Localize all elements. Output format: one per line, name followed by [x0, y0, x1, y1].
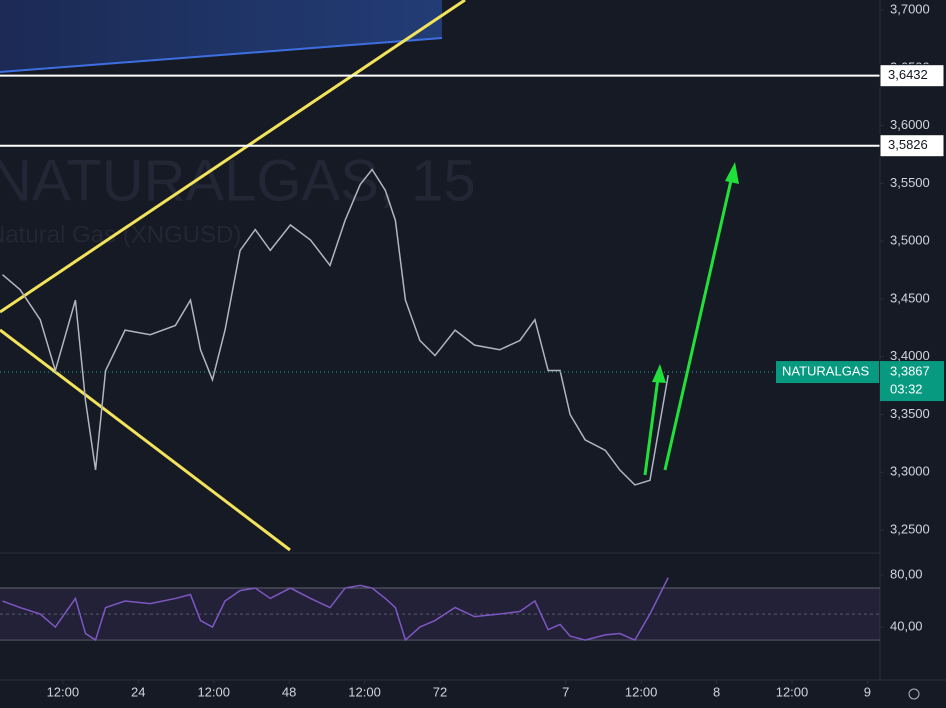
x-tick-label: 7 — [562, 684, 569, 699]
watermark-title: NATURALGAS, 15 — [0, 148, 476, 213]
x-tick-label: 48 — [282, 684, 296, 699]
x-tick-label: 8 — [713, 684, 720, 699]
price-label-box — [879, 134, 945, 158]
y-tick-label: 3,5000 — [890, 233, 930, 248]
x-tick-label: 9 — [864, 684, 871, 699]
x-tick-label: 24 — [131, 684, 145, 699]
price-label: 3,6432 — [888, 67, 928, 82]
trend-line — [0, 37, 443, 73]
series-line — [2, 577, 669, 642]
last-price-box — [880, 361, 944, 402]
watermark-subtitle: Natural Gas (XNGUSD) — [0, 221, 241, 248]
y-tick-label: 3,3000 — [890, 464, 930, 479]
symbol-label-box — [776, 361, 879, 384]
trend-line — [0, 328, 291, 552]
settings-icon[interactable] — [908, 688, 920, 700]
last-price-label: 3,3867 — [890, 363, 930, 378]
price-label: 3,5826 — [888, 137, 928, 152]
series-line — [2, 168, 669, 486]
main-pane — [2, 168, 669, 486]
symbol-label: NATURALGAS — [782, 363, 869, 378]
x-tick-label: 12:00 — [47, 684, 80, 699]
drawings — [0, 0, 466, 552]
x-tick-label: 12:00 — [348, 684, 381, 699]
y-tick-label: 3,2500 — [890, 521, 930, 536]
y-tick-label: 3,5500 — [890, 175, 930, 190]
x-tick-label: 12:00 — [197, 684, 230, 699]
arrows — [643, 162, 739, 476]
countdown: 03:32 — [890, 381, 923, 396]
y-tick-label: 3,4000 — [890, 348, 930, 363]
x-tick-label: 12:00 — [776, 684, 809, 699]
x-tick-label: 72 — [433, 684, 447, 699]
x-tick-label: 12:00 — [625, 684, 658, 699]
y-tick-label: 40,00 — [890, 618, 923, 633]
y-tick-label: 80,00 — [890, 566, 923, 581]
y-tick-label: 3,4500 — [890, 290, 930, 305]
y-tick-label: 3,3500 — [890, 406, 930, 421]
rectangle-drawing — [0, 0, 442, 72]
y-tick-label: 3,7000 — [890, 1, 930, 16]
trend-line — [0, 0, 466, 314]
y-tick-label: 3,6000 — [890, 117, 930, 132]
price-label-box — [879, 64, 945, 88]
